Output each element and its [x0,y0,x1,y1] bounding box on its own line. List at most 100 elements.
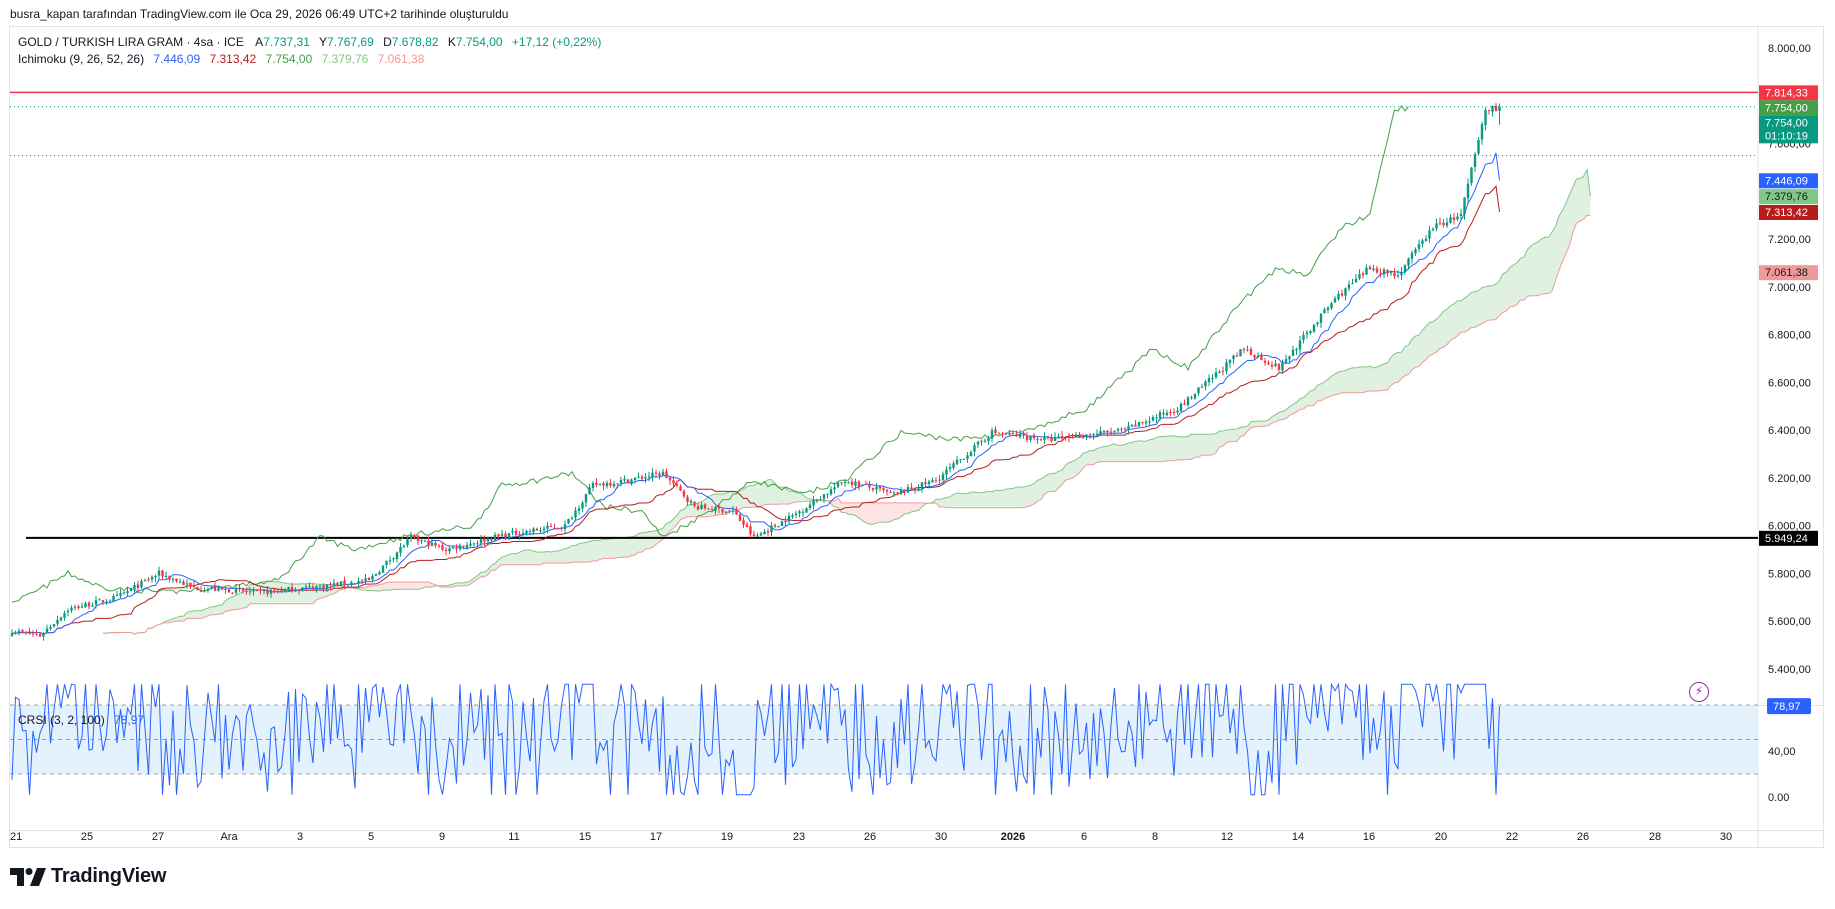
candle-body[interactable] [1120,428,1123,430]
candle-body[interactable] [1358,274,1361,279]
candle-body[interactable] [38,633,42,637]
candle-body[interactable] [661,471,665,476]
candle-body[interactable] [161,570,164,577]
candle-body[interactable] [385,560,388,565]
candle-body[interactable] [1092,433,1095,436]
candle-body[interactable] [444,549,448,551]
candle-body[interactable] [420,540,423,542]
candle-body[interactable] [1186,397,1190,405]
candle-body[interactable] [861,484,864,486]
candle-body[interactable] [427,540,430,547]
candle-body[interactable] [556,528,560,530]
candle-body[interactable] [1456,216,1459,220]
candle-body[interactable] [938,479,941,481]
candle-body[interactable] [927,481,931,485]
candle-body[interactable] [1445,222,1449,226]
candle-body[interactable] [1106,430,1109,433]
candle-body[interactable] [696,506,700,510]
candle-body[interactable] [1407,258,1410,266]
candle-body[interactable] [1242,348,1246,350]
candle-body[interactable] [1361,273,1365,276]
candle-body[interactable] [616,483,619,485]
candle-body[interactable] [1183,403,1186,405]
candle-body[interactable] [133,585,136,589]
candle-body[interactable] [1046,437,1050,439]
candle-body[interactable] [1176,410,1179,413]
crsi-pane[interactable]: 0.00 40,00 78,97 [10,682,1811,804]
candle-body[interactable] [546,525,549,529]
candle-body[interactable] [1228,359,1232,363]
price-label-tag[interactable] [1759,265,1818,281]
candle-body[interactable] [1218,371,1221,374]
candle-body[interactable] [966,455,969,459]
candle-body[interactable] [759,533,763,536]
candle-body[interactable] [248,591,252,593]
candle-body[interactable] [448,548,451,552]
candle-body[interactable] [136,584,140,588]
candle-body[interactable] [605,482,609,487]
candle-body[interactable] [52,624,56,627]
candle-body[interactable] [476,543,479,545]
candle-body[interactable] [532,528,535,533]
candle-body[interactable] [1414,249,1417,254]
candle-body[interactable] [507,533,511,538]
candle-body[interactable] [1375,268,1379,273]
candle-body[interactable] [458,545,462,550]
candle-body[interactable] [728,510,731,512]
candle-body[interactable] [224,589,227,591]
candlesticks[interactable] [10,102,1501,641]
candle-body[interactable] [1347,284,1351,289]
candle-body[interactable] [1148,421,1151,423]
candle-body[interactable] [315,586,318,590]
candle-body[interactable] [304,586,308,588]
candle-body[interactable] [329,583,332,586]
candle-body[interactable] [122,592,126,594]
candle-body[interactable] [406,539,409,546]
candle-body[interactable] [1477,139,1480,154]
candle-body[interactable] [1116,428,1120,431]
candle-body[interactable] [868,484,871,488]
candle-body[interactable] [1239,349,1242,357]
time-axis[interactable]: 21 25 27 Ara 3 5 9 11 15 17 19 23 26 30 2026 6 8 12 14 16 20… [10,831,1732,843]
candle-body[interactable] [504,533,507,538]
candle-body[interactable] [483,538,486,542]
candle-body[interactable] [1260,355,1263,360]
candle-body[interactable] [150,576,154,580]
candle-body[interactable] [525,530,528,534]
candle-body[interactable] [574,510,577,518]
candle-body[interactable] [262,590,266,592]
candle-body[interactable] [850,481,854,485]
candle-body[interactable] [1127,425,1130,430]
candle-body[interactable] [1344,288,1347,296]
candle-body[interactable] [490,539,493,541]
candle-body[interactable] [521,533,525,535]
candle-body[interactable] [70,607,73,611]
candle-body[interactable] [854,481,857,486]
candle-body[interactable] [346,584,350,586]
candle-body[interactable] [1484,110,1487,125]
candle-body[interactable] [493,534,497,541]
candle-body[interactable] [595,482,598,486]
candle-body[interactable] [210,587,213,590]
candle-body[interactable] [10,633,14,636]
price-label-tag[interactable] [1759,115,1818,144]
candle-body[interactable] [1025,436,1029,440]
candle-body[interactable] [143,580,147,582]
candle-body[interactable] [1095,433,1099,435]
symbol-legend-row[interactable]: GOLD / TURKISH LIRA GRAM · 4sa · ICE A7.… [18,34,601,51]
candle-body[interactable] [269,590,273,594]
candle-body[interactable] [301,587,304,591]
candle-body[interactable] [185,583,189,585]
candle-body[interactable] [287,587,290,590]
candle-body[interactable] [738,514,742,521]
candle-body[interactable] [553,527,556,529]
candle-body[interactable] [633,477,637,480]
candle-body[interactable] [336,582,339,586]
candle-body[interactable] [829,489,833,495]
candle-body[interactable] [1022,434,1025,437]
candle-body[interactable] [49,626,52,629]
candle-body[interactable] [1169,411,1172,413]
candle-body[interactable] [511,530,514,533]
candle-body[interactable] [350,582,353,585]
candle-body[interactable] [682,490,686,497]
